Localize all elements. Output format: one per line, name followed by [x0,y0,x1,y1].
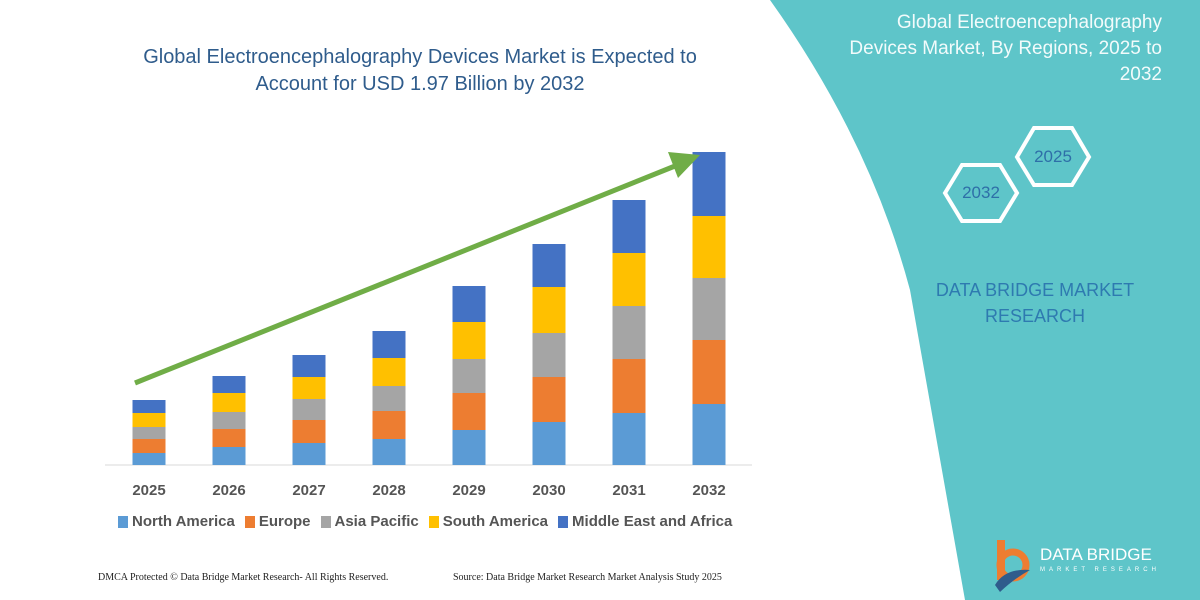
bar-segment [212,412,246,429]
teal-panel [770,0,1200,600]
bar-segment [532,377,566,422]
hex-label-2025: 2025 [1034,147,1072,166]
bar-segment [132,413,166,427]
bar-segment [452,393,486,430]
bar-segment [612,359,646,413]
bar-segment [692,152,726,216]
legend-swatch [244,515,255,528]
bar-segment [532,422,566,465]
legend-item: South America [428,513,549,530]
x-tick-label: 2026 [212,482,245,499]
bar-segment [292,355,326,377]
x-tick-label: 2029 [452,482,485,499]
legend-swatch [320,515,331,528]
x-tick-label: 2028 [372,482,405,499]
bar-segment [372,439,406,465]
legend-label: Asia Pacific [334,513,419,530]
bar-segment [372,331,406,358]
legend: North America Europe Asia Pacific South Ame… [118,513,732,530]
bar-segment [132,400,166,413]
bar-segment [292,420,326,443]
bar-segment [132,427,166,439]
bar-segment [692,404,726,465]
bar-segment [532,287,566,333]
side-panel-title: Global Electroencephalography Devices Ma… [849,12,1162,85]
hex-2032 [942,163,1020,223]
chart-title: Global Electroencephalography Devices Ma… [143,46,697,95]
bar-segment [692,340,726,404]
bar-segment [612,253,646,306]
bar-segment [612,413,646,465]
bar-segment [372,386,406,411]
legend-item: North America [118,513,235,530]
bar-segment [212,393,246,412]
trend-arrow-head [668,152,700,178]
bar-segment [452,322,486,359]
bar-segment [692,216,726,278]
legend-item: Middle East and Africa [558,513,732,530]
bar-segment [212,447,246,465]
legend-swatch [118,515,128,528]
legend-label: Europe [258,513,311,530]
legend-swatch [428,515,439,528]
legend-label: North America [132,513,235,530]
footer-source: Source: Data Bridge Market Research Mark… [453,572,722,583]
legend-item: Europe [244,513,311,530]
x-tick-label: 2027 [292,482,325,499]
bar-segment [532,333,566,377]
x-tick-label: 2031 [612,482,645,499]
bar-segment [452,286,486,322]
chart: 2025 2026 2027 2028 2029 2030 2031 2032 [105,152,752,499]
bar-segment [612,306,646,359]
legend-label: South America [442,513,549,530]
trend-arrow [134,161,681,386]
hex-label-2032: 2032 [962,183,1000,202]
legend-swatch [558,515,569,528]
hex-2025 [1014,126,1092,187]
x-tick-label: 2032 [692,482,725,499]
bar-segment [132,439,166,453]
logo-name: DATA BRIDGE [1040,545,1152,564]
bar-segment [212,429,246,447]
logo-icon [995,540,1030,592]
x-tick-label: 2025 [132,482,165,499]
company-name: DATA BRIDGE MARKET RESEARCH [935,280,1135,326]
bar-segment [692,278,726,340]
bar-segment [612,200,646,253]
bar-segment [292,443,326,465]
logo-tagline: MARKET RESEARCH [1040,567,1160,573]
bar-segment [372,411,406,439]
x-tick-label: 2030 [532,482,565,499]
bar-segment [452,359,486,393]
bar-segment [452,430,486,465]
logo: DATA BRIDGE MARKET RESEARCH [1040,545,1160,573]
bar-segment [532,244,566,287]
bar-segment [212,376,246,393]
bar-segment [372,358,406,386]
legend-item: Asia Pacific [320,513,419,530]
footer-copyright: DMCA Protected © Data Bridge Market Rese… [98,572,389,583]
bar-segment [292,377,326,399]
legend-label: Middle East and Africa [572,513,733,530]
bar-segment [292,399,326,420]
bar-segment [132,453,166,465]
